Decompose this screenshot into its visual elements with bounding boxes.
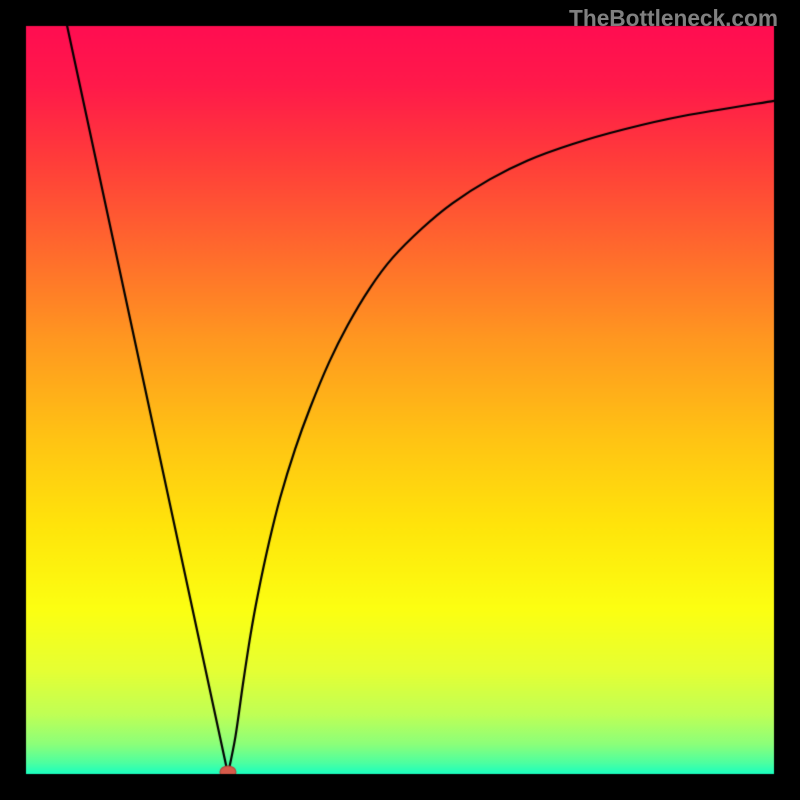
chart-stage: TheBottleneck.com bbox=[0, 0, 800, 800]
bottleneck-chart-canvas bbox=[0, 0, 800, 800]
watermark-label: TheBottleneck.com bbox=[569, 5, 778, 32]
